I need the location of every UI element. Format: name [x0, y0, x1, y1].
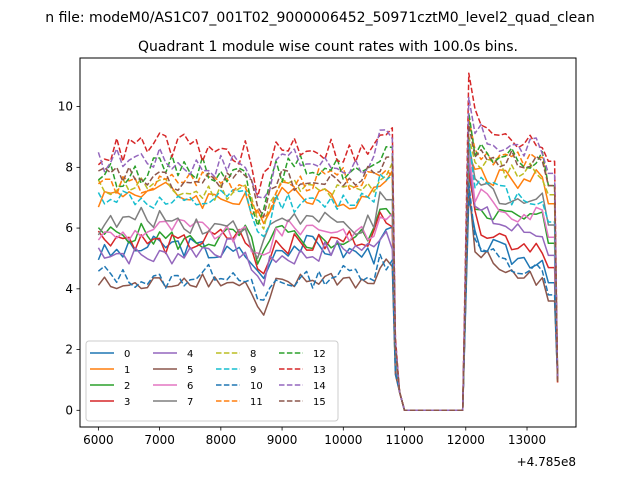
x-tick-label: 9000 — [267, 433, 298, 447]
x-tick-label: 13000 — [508, 433, 546, 447]
series-line-5 — [97, 184, 559, 412]
series-line-10 — [97, 181, 559, 412]
legend-label-8: 8 — [250, 349, 256, 360]
legend-box — [85, 340, 339, 422]
legend-label-15: 15 — [313, 397, 326, 408]
x-tick-label: 11000 — [385, 433, 423, 447]
y-tick-label: 8 — [65, 160, 73, 174]
series-line-14 — [97, 96, 559, 412]
plot-area-frame — [79, 57, 577, 428]
legend-label-10: 10 — [250, 381, 263, 392]
legend-label-11: 11 — [250, 397, 263, 408]
legend-label-4: 4 — [187, 349, 193, 360]
series-line-13 — [97, 72, 559, 412]
x-tick-label: 12000 — [447, 433, 485, 447]
series-line-4 — [97, 160, 559, 412]
axes-title: Quadrant 1 module wise count rates with … — [138, 39, 518, 55]
legend-label-1: 1 — [124, 365, 130, 376]
x-tick-label: 8000 — [206, 433, 237, 447]
legend-label-5: 5 — [187, 365, 193, 376]
y-tick-label: 2 — [65, 343, 73, 357]
legend-label-2: 2 — [124, 381, 130, 392]
series-layer — [97, 72, 559, 412]
series-line-12 — [97, 111, 559, 412]
y-tick-label: 6 — [65, 221, 73, 235]
y-tick-label: 10 — [58, 100, 73, 114]
series-line-7 — [97, 142, 559, 412]
series-line-9 — [97, 139, 559, 412]
legend-label-12: 12 — [313, 349, 326, 360]
series-line-15 — [98, 124, 559, 412]
legend-label-6: 6 — [187, 381, 193, 392]
legend-label-0: 0 — [124, 349, 130, 360]
legend-label-14: 14 — [313, 381, 326, 392]
y-tick-label: 0 — [65, 403, 73, 417]
y-axis: 0 2 4 6 8 10 — [58, 100, 80, 417]
legend-label-13: 13 — [313, 365, 326, 376]
x-tick-label: 10000 — [324, 433, 362, 447]
series-line-3 — [97, 169, 559, 412]
x-tick-label: 6000 — [83, 433, 114, 447]
series-line-1 — [97, 154, 559, 412]
series-line-6 — [97, 148, 559, 412]
y-tick-label: 4 — [65, 282, 73, 296]
legend-label-7: 7 — [187, 397, 193, 408]
x-axis: 6000 7000 8000 9000 10000 11000 12000 13000 — [83, 427, 546, 447]
figure-suptitle: n file: modeM0/AS1C07_001T02_9000006452_… — [45, 10, 594, 26]
legend-label-3: 3 — [124, 397, 130, 408]
legend-label-9: 9 — [250, 365, 256, 376]
x-axis-offset-label: +4.785e8 — [517, 455, 576, 469]
x-tick-label: 7000 — [144, 433, 175, 447]
